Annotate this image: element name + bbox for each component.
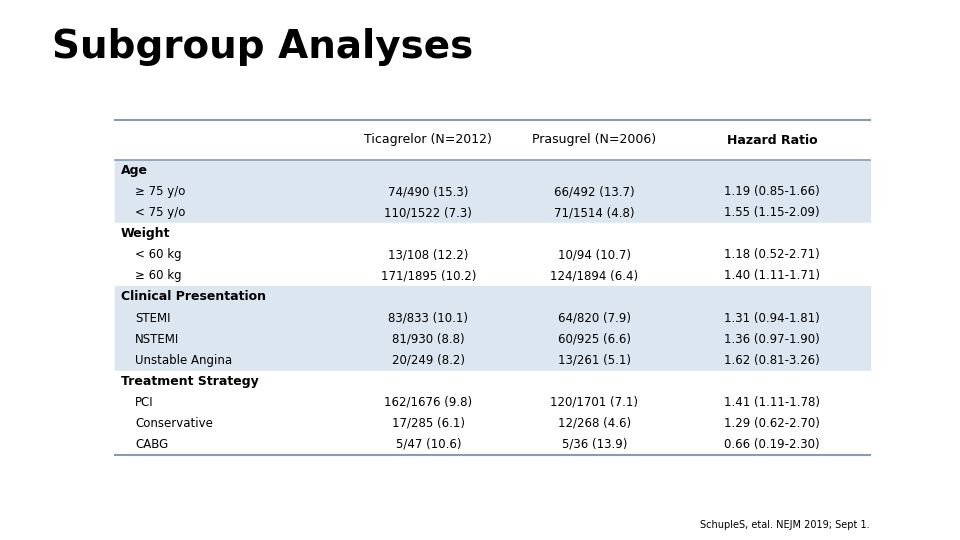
Bar [115, 434, 870, 455]
Bar [115, 413, 870, 434]
Bar [115, 244, 870, 265]
Bar [115, 328, 870, 349]
Text: Conservative: Conservative [135, 417, 213, 430]
Text: PCI: PCI [135, 396, 154, 409]
Text: 1.36 (0.97-1.90): 1.36 (0.97-1.90) [724, 333, 820, 346]
Bar [115, 181, 870, 202]
Bar [115, 202, 870, 223]
Text: SchupleS, etal. NEJM 2019; Sept 1.: SchupleS, etal. NEJM 2019; Sept 1. [701, 520, 870, 530]
Text: 171/1895 (10.2): 171/1895 (10.2) [380, 269, 476, 282]
Text: < 75 y/o: < 75 y/o [135, 206, 185, 219]
Bar [115, 392, 870, 413]
Text: 17/285 (6.1): 17/285 (6.1) [392, 417, 465, 430]
Bar [115, 286, 870, 307]
Text: 120/1701 (7.1): 120/1701 (7.1) [550, 396, 638, 409]
Bar [115, 223, 870, 244]
Bar [115, 120, 870, 160]
Text: 1.31 (0.94-1.81): 1.31 (0.94-1.81) [724, 312, 820, 325]
Text: 13/108 (12.2): 13/108 (12.2) [388, 248, 468, 261]
Text: 66/492 (13.7): 66/492 (13.7) [554, 185, 635, 198]
Text: 10/94 (10.7): 10/94 (10.7) [558, 248, 631, 261]
Text: 1.55 (1.15-2.09): 1.55 (1.15-2.09) [724, 206, 820, 219]
Text: 0.66 (0.19-2.30): 0.66 (0.19-2.30) [724, 438, 820, 451]
Text: CABG: CABG [135, 438, 168, 451]
Text: 1.19 (0.85-1.66): 1.19 (0.85-1.66) [724, 185, 820, 198]
Text: Unstable Angina: Unstable Angina [135, 354, 232, 367]
Text: 74/490 (15.3): 74/490 (15.3) [388, 185, 468, 198]
Text: Prasugrel (N=2006): Prasugrel (N=2006) [533, 133, 657, 146]
Text: 1.62 (0.81-3.26): 1.62 (0.81-3.26) [724, 354, 820, 367]
Text: 5/47 (10.6): 5/47 (10.6) [396, 438, 461, 451]
Text: ≥ 75 y/o: ≥ 75 y/o [135, 185, 185, 198]
Text: 71/1514 (4.8): 71/1514 (4.8) [554, 206, 635, 219]
Text: 1.40 (1.11-1.71): 1.40 (1.11-1.71) [724, 269, 820, 282]
Text: Treatment Strategy: Treatment Strategy [121, 375, 259, 388]
Text: 12/268 (4.6): 12/268 (4.6) [558, 417, 631, 430]
Text: 5/36 (13.9): 5/36 (13.9) [562, 438, 627, 451]
Bar [115, 371, 870, 392]
Bar [115, 349, 870, 371]
Text: 20/249 (8.2): 20/249 (8.2) [392, 354, 465, 367]
Text: 110/1522 (7.3): 110/1522 (7.3) [384, 206, 472, 219]
Text: 13/261 (5.1): 13/261 (5.1) [558, 354, 631, 367]
Text: Age: Age [121, 164, 148, 177]
Text: 60/925 (6.6): 60/925 (6.6) [558, 333, 631, 346]
Text: 1.18 (0.52-2.71): 1.18 (0.52-2.71) [724, 248, 820, 261]
Bar [115, 160, 870, 181]
Text: STEMI: STEMI [135, 312, 171, 325]
Text: 83/833 (10.1): 83/833 (10.1) [389, 312, 468, 325]
Text: Hazard Ratio: Hazard Ratio [727, 133, 817, 146]
Text: 81/930 (8.8): 81/930 (8.8) [392, 333, 465, 346]
Text: 162/1676 (9.8): 162/1676 (9.8) [384, 396, 472, 409]
Text: < 60 kg: < 60 kg [135, 248, 181, 261]
Text: NSTEMI: NSTEMI [135, 333, 180, 346]
Text: Clinical Presentation: Clinical Presentation [121, 291, 266, 303]
Text: 1.29 (0.62-2.70): 1.29 (0.62-2.70) [724, 417, 820, 430]
Text: ≥ 60 kg: ≥ 60 kg [135, 269, 181, 282]
Text: 124/1894 (6.4): 124/1894 (6.4) [550, 269, 638, 282]
Text: 64/820 (7.9): 64/820 (7.9) [558, 312, 631, 325]
Text: Ticagrelor (N=2012): Ticagrelor (N=2012) [365, 133, 492, 146]
Bar [115, 307, 870, 328]
Text: Subgroup Analyses: Subgroup Analyses [52, 28, 473, 66]
Bar [115, 265, 870, 286]
Text: Weight: Weight [121, 227, 171, 240]
Text: 1.41 (1.11-1.78): 1.41 (1.11-1.78) [724, 396, 820, 409]
